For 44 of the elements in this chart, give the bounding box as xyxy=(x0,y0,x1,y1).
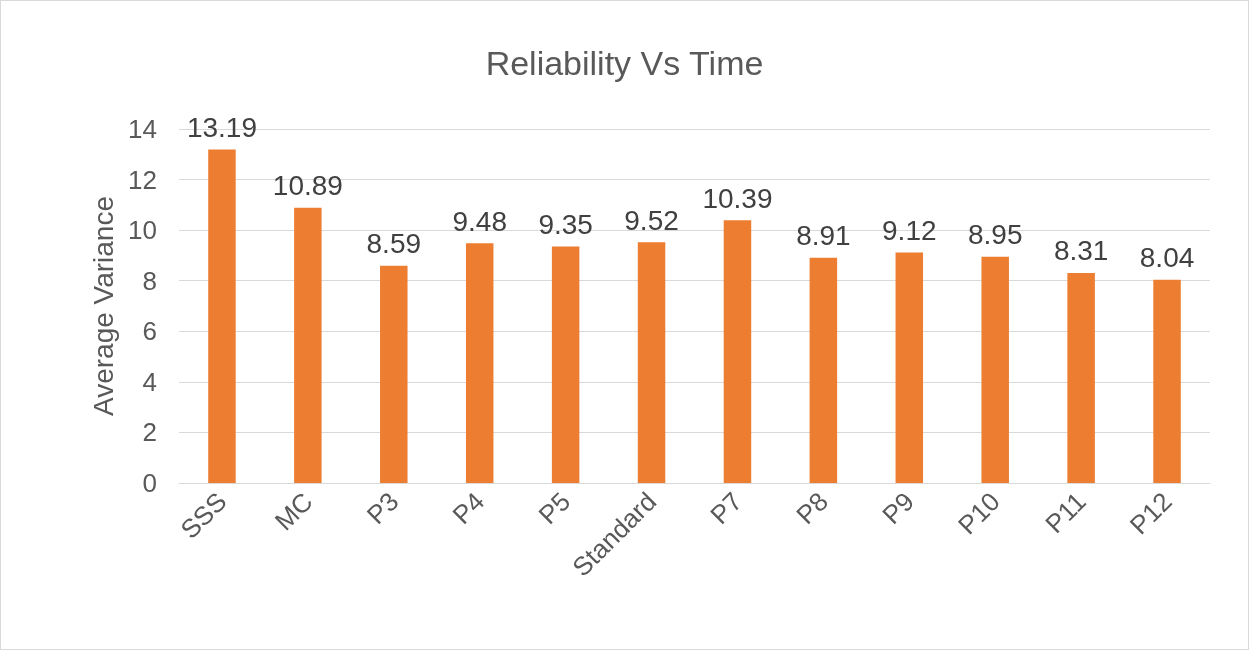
data-label: 13.19 xyxy=(186,111,257,143)
x-tick-label: P4 xyxy=(446,486,491,531)
y-tick-label: 12 xyxy=(128,164,157,195)
data-label: 8.59 xyxy=(366,228,422,260)
data-label: 9.35 xyxy=(538,209,593,241)
data-label: 8.31 xyxy=(1053,235,1109,267)
chart-title: Reliability Vs Time xyxy=(485,44,764,82)
y-tick-label: 4 xyxy=(142,366,157,397)
bar xyxy=(551,246,580,483)
x-tick-label: P9 xyxy=(876,486,920,531)
y-tick-label: 0 xyxy=(142,468,157,498)
x-tick-label: P10 xyxy=(951,486,1006,541)
bar xyxy=(465,243,494,483)
bar xyxy=(1153,279,1181,483)
bar xyxy=(809,257,838,483)
bar xyxy=(294,207,322,483)
y-tick-label: 8 xyxy=(142,265,157,296)
bar xyxy=(895,252,924,483)
bar xyxy=(981,256,1009,483)
y-tick-label: 10 xyxy=(128,215,157,246)
bar xyxy=(637,242,666,483)
data-label: 8.95 xyxy=(967,219,1023,251)
data-label: 9.48 xyxy=(452,205,507,237)
data-label: 9.12 xyxy=(882,214,937,246)
data-label: 8.04 xyxy=(1139,242,1195,274)
y-tick-label: 2 xyxy=(142,417,157,448)
bar xyxy=(208,149,236,483)
y-axis-title: Average Variance xyxy=(87,196,119,416)
x-tick-label: P5 xyxy=(532,486,577,531)
bar xyxy=(380,265,408,483)
bar xyxy=(1067,272,1095,483)
x-tick-label: MC xyxy=(268,486,319,537)
data-label: 10.89 xyxy=(272,170,343,202)
x-tick-label: P8 xyxy=(790,486,834,531)
x-tick-label: P11 xyxy=(1039,486,1092,539)
x-tick-label: P12 xyxy=(1123,486,1178,541)
x-tick-label: P7 xyxy=(704,486,749,531)
y-tick-label: 6 xyxy=(142,316,157,347)
data-label: 8.91 xyxy=(796,220,851,252)
x-tick-label: P3 xyxy=(360,486,405,531)
data-label: 9.52 xyxy=(624,204,679,236)
bar xyxy=(723,220,752,483)
data-label: 10.39 xyxy=(702,182,773,214)
y-tick-label: 14 xyxy=(128,114,157,144)
